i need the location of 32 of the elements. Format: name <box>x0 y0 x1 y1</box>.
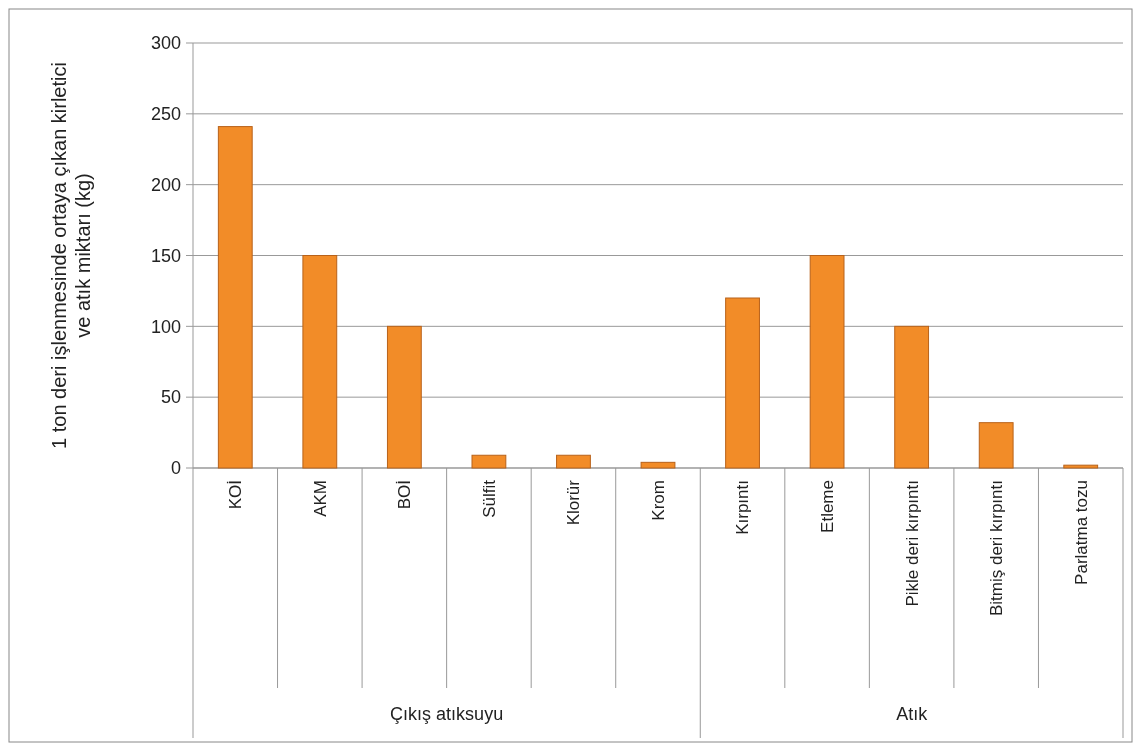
bar <box>894 325 930 469</box>
x-tick-label: Parlatma tozu <box>1071 480 1091 585</box>
y-tick-label: 100 <box>150 316 181 337</box>
x-tick-label: Pikle deri kırpıntı <box>902 480 922 607</box>
bar <box>302 255 338 469</box>
y-tick-label: 150 <box>150 245 181 266</box>
x-tick-label: Kırpıntı <box>733 480 753 535</box>
x-tick-label: Bitmiş deri kırpıntı <box>987 480 1007 617</box>
y-tick-label: 300 <box>150 33 181 54</box>
x-tick-label: KOİ <box>226 480 246 510</box>
x-tick-label: Krom <box>648 480 668 521</box>
bar <box>809 255 845 469</box>
bar <box>1063 464 1099 469</box>
x-tick-label: AKM <box>310 480 330 517</box>
y-tick-label: 200 <box>150 174 181 195</box>
y-tick-label: 250 <box>150 104 181 125</box>
bar <box>978 422 1014 469</box>
bar <box>217 126 253 469</box>
y-tick-label: 0 <box>170 458 181 479</box>
x-tick-label: Etleme <box>818 480 838 533</box>
bar <box>725 297 760 469</box>
bar <box>556 454 591 469</box>
y-tick-label: 50 <box>160 387 181 408</box>
x-tick-label: Sülfit <box>479 479 499 518</box>
bar <box>386 325 422 469</box>
bar <box>640 461 676 469</box>
x-tick-label: BOİ <box>395 480 415 510</box>
bar <box>471 454 507 469</box>
text: Atık <box>896 704 929 724</box>
x-tick-label: Klorür <box>564 479 584 526</box>
text: Çıkış atıksuyu <box>390 704 504 724</box>
y-axis-title: 1 ton deri işlenmesinde ortaya çıkan kirletici ve atık miktarı (kg) <box>48 62 94 449</box>
